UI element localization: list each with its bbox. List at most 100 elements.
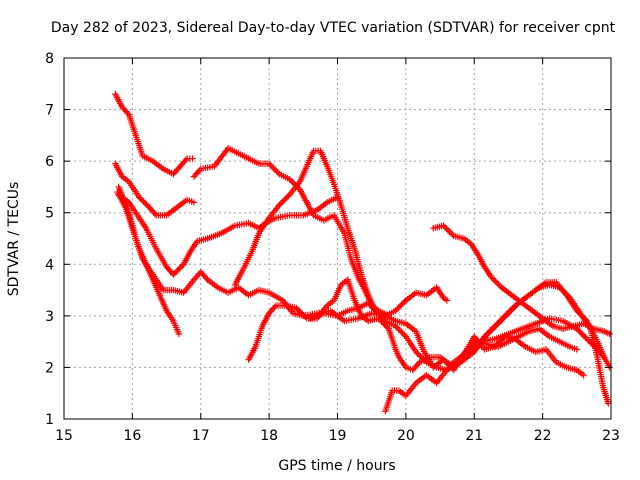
data-point (579, 331, 586, 338)
data-point (277, 200, 285, 207)
data-point (489, 275, 497, 282)
data-point (144, 202, 152, 210)
data-point (575, 327, 582, 334)
data-point (495, 281, 502, 288)
chart-title: Day 282 of 2023, Sidereal Day-to-day VTE… (51, 20, 616, 36)
data-point (582, 334, 589, 341)
y-tick-label: 6 (45, 154, 54, 170)
data-point (421, 357, 429, 364)
data-point (270, 164, 277, 172)
y-tick-label: 2 (45, 360, 54, 376)
data-point (294, 306, 302, 313)
data-point (415, 351, 423, 359)
series-track-l (440, 279, 608, 371)
data-point (503, 311, 510, 318)
data-point (284, 192, 292, 200)
data-point (170, 271, 177, 278)
data-point (579, 313, 586, 320)
series-track-j (430, 222, 613, 338)
data-point (493, 342, 500, 349)
data-point (606, 330, 613, 338)
data-point (399, 300, 407, 307)
x-tick-label: 20 (397, 428, 415, 444)
data-point (173, 268, 180, 275)
data-point (496, 282, 504, 290)
grid-lines (64, 58, 611, 419)
data-point (143, 201, 150, 208)
data-point (296, 307, 303, 315)
y-tick-label: 4 (45, 257, 54, 273)
data-point (509, 305, 516, 312)
data-point (401, 331, 408, 339)
data-point (273, 167, 280, 175)
data-point (498, 315, 506, 323)
data-point (488, 273, 495, 281)
data-point (177, 264, 184, 271)
data-point (418, 354, 426, 362)
data-point (494, 340, 501, 348)
data-point (190, 199, 198, 206)
data-point (498, 336, 506, 343)
data-point (506, 308, 513, 315)
data-point (491, 276, 498, 284)
data-point (573, 325, 581, 332)
data-point (582, 316, 589, 323)
series-track-f (190, 145, 392, 320)
data-point (398, 301, 405, 309)
x-tick-label: 22 (534, 428, 552, 444)
data-point (401, 298, 408, 306)
data-point (138, 196, 146, 204)
data-point (395, 325, 402, 333)
data-point (267, 161, 274, 169)
data-point (583, 335, 591, 343)
data-point (140, 198, 147, 205)
data-point (265, 160, 273, 167)
data-point (494, 320, 501, 327)
data-point (449, 231, 456, 238)
data-point (398, 328, 405, 336)
data-point (274, 169, 282, 176)
x-tick-label: 19 (329, 428, 347, 444)
data-point (396, 327, 404, 334)
data-point (171, 269, 179, 277)
data-point (271, 166, 279, 173)
series-track-h (231, 147, 581, 374)
y-axis-label: SDTVAR / TECUs (6, 182, 22, 297)
data-point (441, 223, 449, 231)
data-point (268, 163, 276, 170)
data-point (576, 310, 583, 317)
data-point (580, 314, 588, 322)
x-tick-label: 16 (123, 428, 141, 444)
data-point (280, 197, 287, 204)
data-point (488, 325, 496, 333)
data-point (443, 297, 451, 304)
data-point (300, 312, 308, 319)
x-axis-label: GPS time / hours (278, 458, 395, 474)
data-point (484, 330, 491, 337)
data-point (580, 332, 588, 340)
data-point (443, 225, 450, 232)
data-point (392, 307, 399, 314)
data-point (585, 337, 592, 344)
data-point (580, 371, 587, 379)
x-tick-label: 17 (192, 428, 210, 444)
data-point (297, 309, 305, 316)
data-point (576, 328, 583, 335)
data-point (283, 194, 290, 201)
data-point (493, 321, 500, 328)
data-point (491, 343, 498, 350)
data-point (189, 155, 196, 162)
data-point (293, 304, 300, 312)
y-tick-label: 7 (45, 103, 54, 119)
data-point (279, 198, 286, 206)
data-point (286, 175, 293, 183)
y-tick-label: 5 (45, 206, 54, 222)
data-point (412, 348, 420, 356)
data-point (501, 312, 509, 320)
data-point (417, 353, 424, 360)
data-point (504, 309, 512, 317)
data-point (175, 330, 183, 338)
series-track-b (112, 160, 198, 219)
data-point (492, 278, 499, 285)
y-tick-label: 3 (45, 309, 54, 325)
